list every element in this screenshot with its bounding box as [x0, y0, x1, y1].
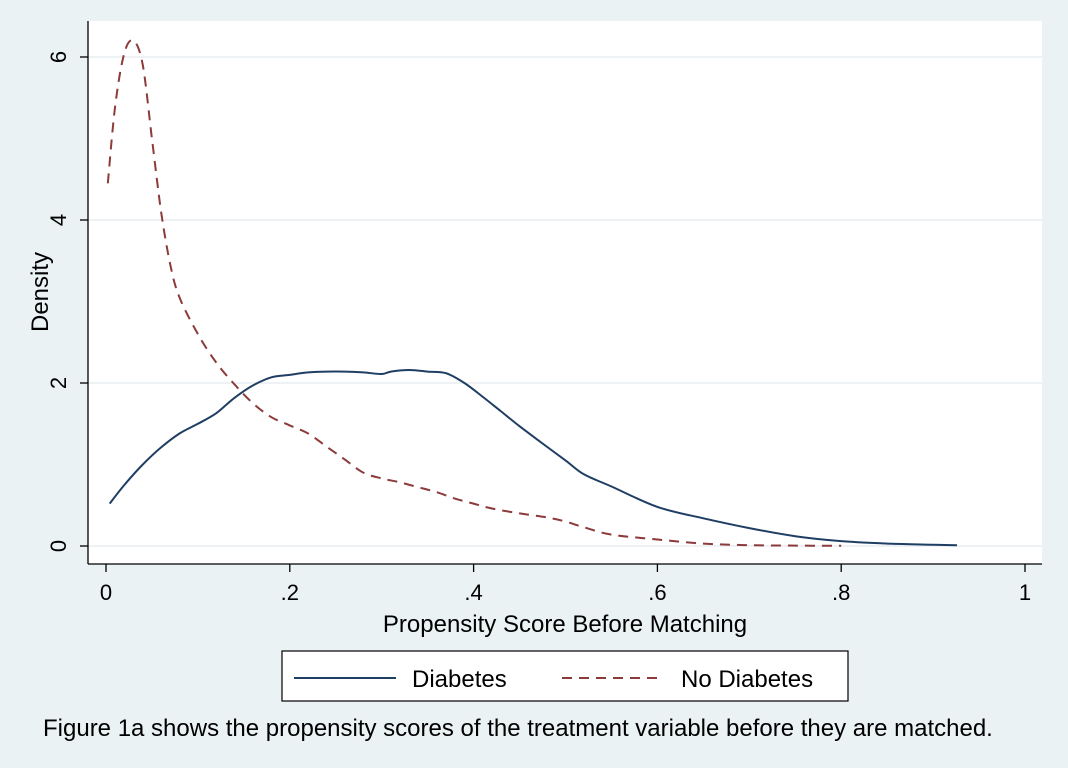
plot-area	[88, 21, 1042, 564]
series-lines	[106, 39, 958, 547]
legend-box	[281, 650, 849, 702]
y-tick-label: 0	[46, 540, 71, 552]
series-line-no-diabetes	[106, 39, 842, 547]
y-tick-label: 4	[46, 214, 71, 226]
legend-label-no-diabetes: No Diabetes	[681, 666, 813, 693]
y-tick-label: 6	[46, 51, 71, 63]
x-tick-label: .2	[281, 580, 299, 605]
x-tick-label: 0	[100, 580, 112, 605]
series-line-diabetes	[108, 369, 958, 547]
y-axis-title: Density	[27, 252, 54, 332]
y-tick-label: 2	[46, 377, 71, 389]
y-axis-ticks: 0 2 4 6	[46, 51, 88, 552]
legend: Diabetes No Diabetes	[281, 650, 849, 702]
figure-caption: Figure 1a shows the propensity scores of…	[43, 715, 993, 742]
x-tick-label: .4	[464, 580, 482, 605]
x-axis-ticks: 0 .2 .4 .6 .8 1	[100, 564, 1031, 605]
gridlines	[88, 56, 1042, 547]
x-tick-label: .8	[832, 580, 850, 605]
legend-label-diabetes: Diabetes	[412, 666, 507, 693]
x-tick-label: .6	[648, 580, 666, 605]
x-tick-label: 1	[1019, 580, 1031, 605]
x-axis-title: Propensity Score Before Matching	[383, 611, 747, 638]
